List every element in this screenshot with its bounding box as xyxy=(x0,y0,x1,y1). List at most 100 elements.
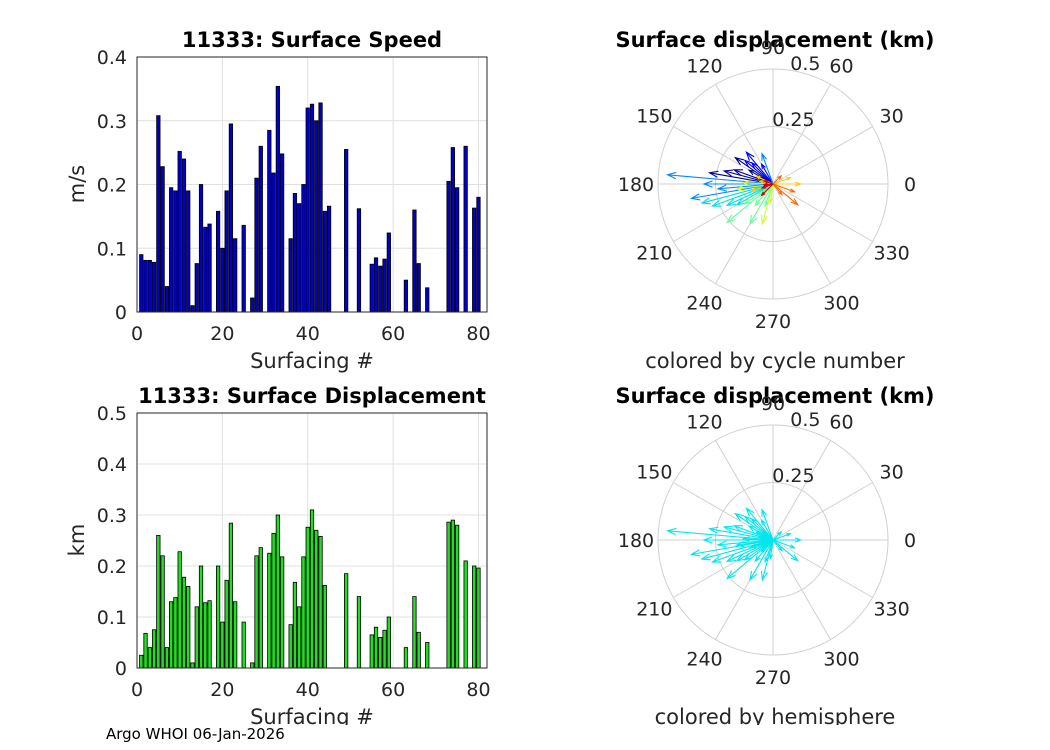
bar xyxy=(258,145,263,313)
bar xyxy=(386,616,391,669)
polar-cycle-title: Surface displacement (km) xyxy=(615,28,934,52)
bar xyxy=(143,632,148,669)
angle-label: 210 xyxy=(636,599,672,621)
radial-tick-label: 0.5 xyxy=(790,409,820,431)
bar xyxy=(215,565,221,669)
displacement-vector xyxy=(772,530,783,541)
displacement-vector xyxy=(769,539,774,560)
bar xyxy=(280,153,285,313)
displacement-vector xyxy=(772,539,799,562)
bar xyxy=(143,259,148,313)
bar xyxy=(233,601,238,669)
bar xyxy=(228,522,234,669)
bar xyxy=(164,647,169,669)
bar xyxy=(173,190,178,313)
bar xyxy=(275,85,280,313)
bar xyxy=(378,637,383,669)
polar-spoke xyxy=(772,539,831,640)
bar xyxy=(203,602,208,669)
displacement-vector xyxy=(762,180,774,185)
bar xyxy=(258,547,263,669)
bar xyxy=(412,209,417,313)
speed-chart-title: 11333: Surface Speed xyxy=(182,28,442,52)
displacement-vector xyxy=(772,183,799,206)
x-tick-label: 60 xyxy=(381,323,405,345)
displacement-vector xyxy=(762,538,774,543)
bar xyxy=(139,254,144,313)
bar xyxy=(425,642,430,669)
displacement-vector xyxy=(773,537,803,543)
bar xyxy=(450,147,455,313)
bar xyxy=(224,579,229,669)
angle-label: 90 xyxy=(761,37,785,59)
bar xyxy=(318,102,323,313)
bar xyxy=(267,129,272,313)
bar xyxy=(369,634,374,669)
bar xyxy=(194,606,199,669)
displacement-vector xyxy=(760,539,774,582)
displacement-bar-chart: 11333: Surface Displacement 0 20 40 60 80 00… xyxy=(65,384,491,725)
displacement-vector xyxy=(741,536,774,542)
y-tick-label: 0.1 xyxy=(97,238,127,260)
speed-plot-frame xyxy=(136,56,488,313)
bar xyxy=(476,196,481,313)
bar xyxy=(455,187,460,313)
bar xyxy=(233,238,238,313)
speed-bar-chart: 11333: Surface Speed 0 20 40 60 80 0 0.1 0.2 0.… xyxy=(65,28,491,373)
bar xyxy=(297,606,302,669)
angle-label: 180 xyxy=(618,174,654,196)
bar xyxy=(305,107,310,313)
y-tick-label: 0.2 xyxy=(97,556,127,578)
displacement-vector xyxy=(772,177,792,185)
bar xyxy=(292,581,298,669)
y-tick-label: 0.3 xyxy=(97,505,127,527)
polar-cycle-plot: Surface displacement (km) 0 30 60 90 120 150 1… xyxy=(615,28,934,373)
bar xyxy=(344,573,349,669)
bar xyxy=(326,205,332,313)
bar xyxy=(156,535,161,669)
polar-spoke xyxy=(772,183,831,284)
displacement-vector xyxy=(762,536,774,541)
polar-spoke xyxy=(772,84,831,185)
bar xyxy=(186,190,191,313)
bar xyxy=(203,226,208,313)
displacement-y-axis-label: km xyxy=(65,524,89,557)
bar xyxy=(186,586,191,669)
bar xyxy=(378,265,383,313)
bar xyxy=(280,556,285,669)
displacement-x-ticks: 0 20 40 60 80 xyxy=(131,679,491,701)
displacement-vector xyxy=(760,183,774,197)
bar xyxy=(151,261,157,313)
x-tick-label: 60 xyxy=(381,679,405,701)
bar xyxy=(250,297,255,313)
bar xyxy=(382,258,387,313)
speed-bars xyxy=(139,85,481,313)
figure-canvas: 11333: Surface Speed 0 20 40 60 80 0 0.1 0.2 0.… xyxy=(65,28,935,725)
bar xyxy=(356,208,362,313)
displacement-vector xyxy=(749,183,774,226)
angle-label: 60 xyxy=(829,411,853,433)
displacement-vector xyxy=(749,539,774,582)
bar xyxy=(356,596,362,669)
y-tick-label: 0.2 xyxy=(97,175,127,197)
angle-label: 240 xyxy=(686,649,722,671)
speed-y-axis-label: m/s xyxy=(65,165,89,203)
displacement-vector xyxy=(735,183,774,206)
bar xyxy=(198,184,204,313)
y-tick-label: 0 xyxy=(115,302,127,324)
angle-label: 60 xyxy=(829,55,853,77)
bar xyxy=(292,193,298,313)
bar xyxy=(322,210,327,313)
bar xyxy=(220,621,225,669)
displacement-vector xyxy=(772,183,797,193)
bar xyxy=(220,247,225,313)
displacement-chart-title: 11333: Surface Displacement xyxy=(138,384,486,408)
bar xyxy=(373,626,379,669)
bar xyxy=(173,597,178,669)
bar xyxy=(403,279,409,313)
bar xyxy=(224,190,229,313)
bar xyxy=(156,115,161,313)
bar xyxy=(446,180,451,313)
bar xyxy=(181,576,187,669)
displacement-vector xyxy=(700,183,774,205)
